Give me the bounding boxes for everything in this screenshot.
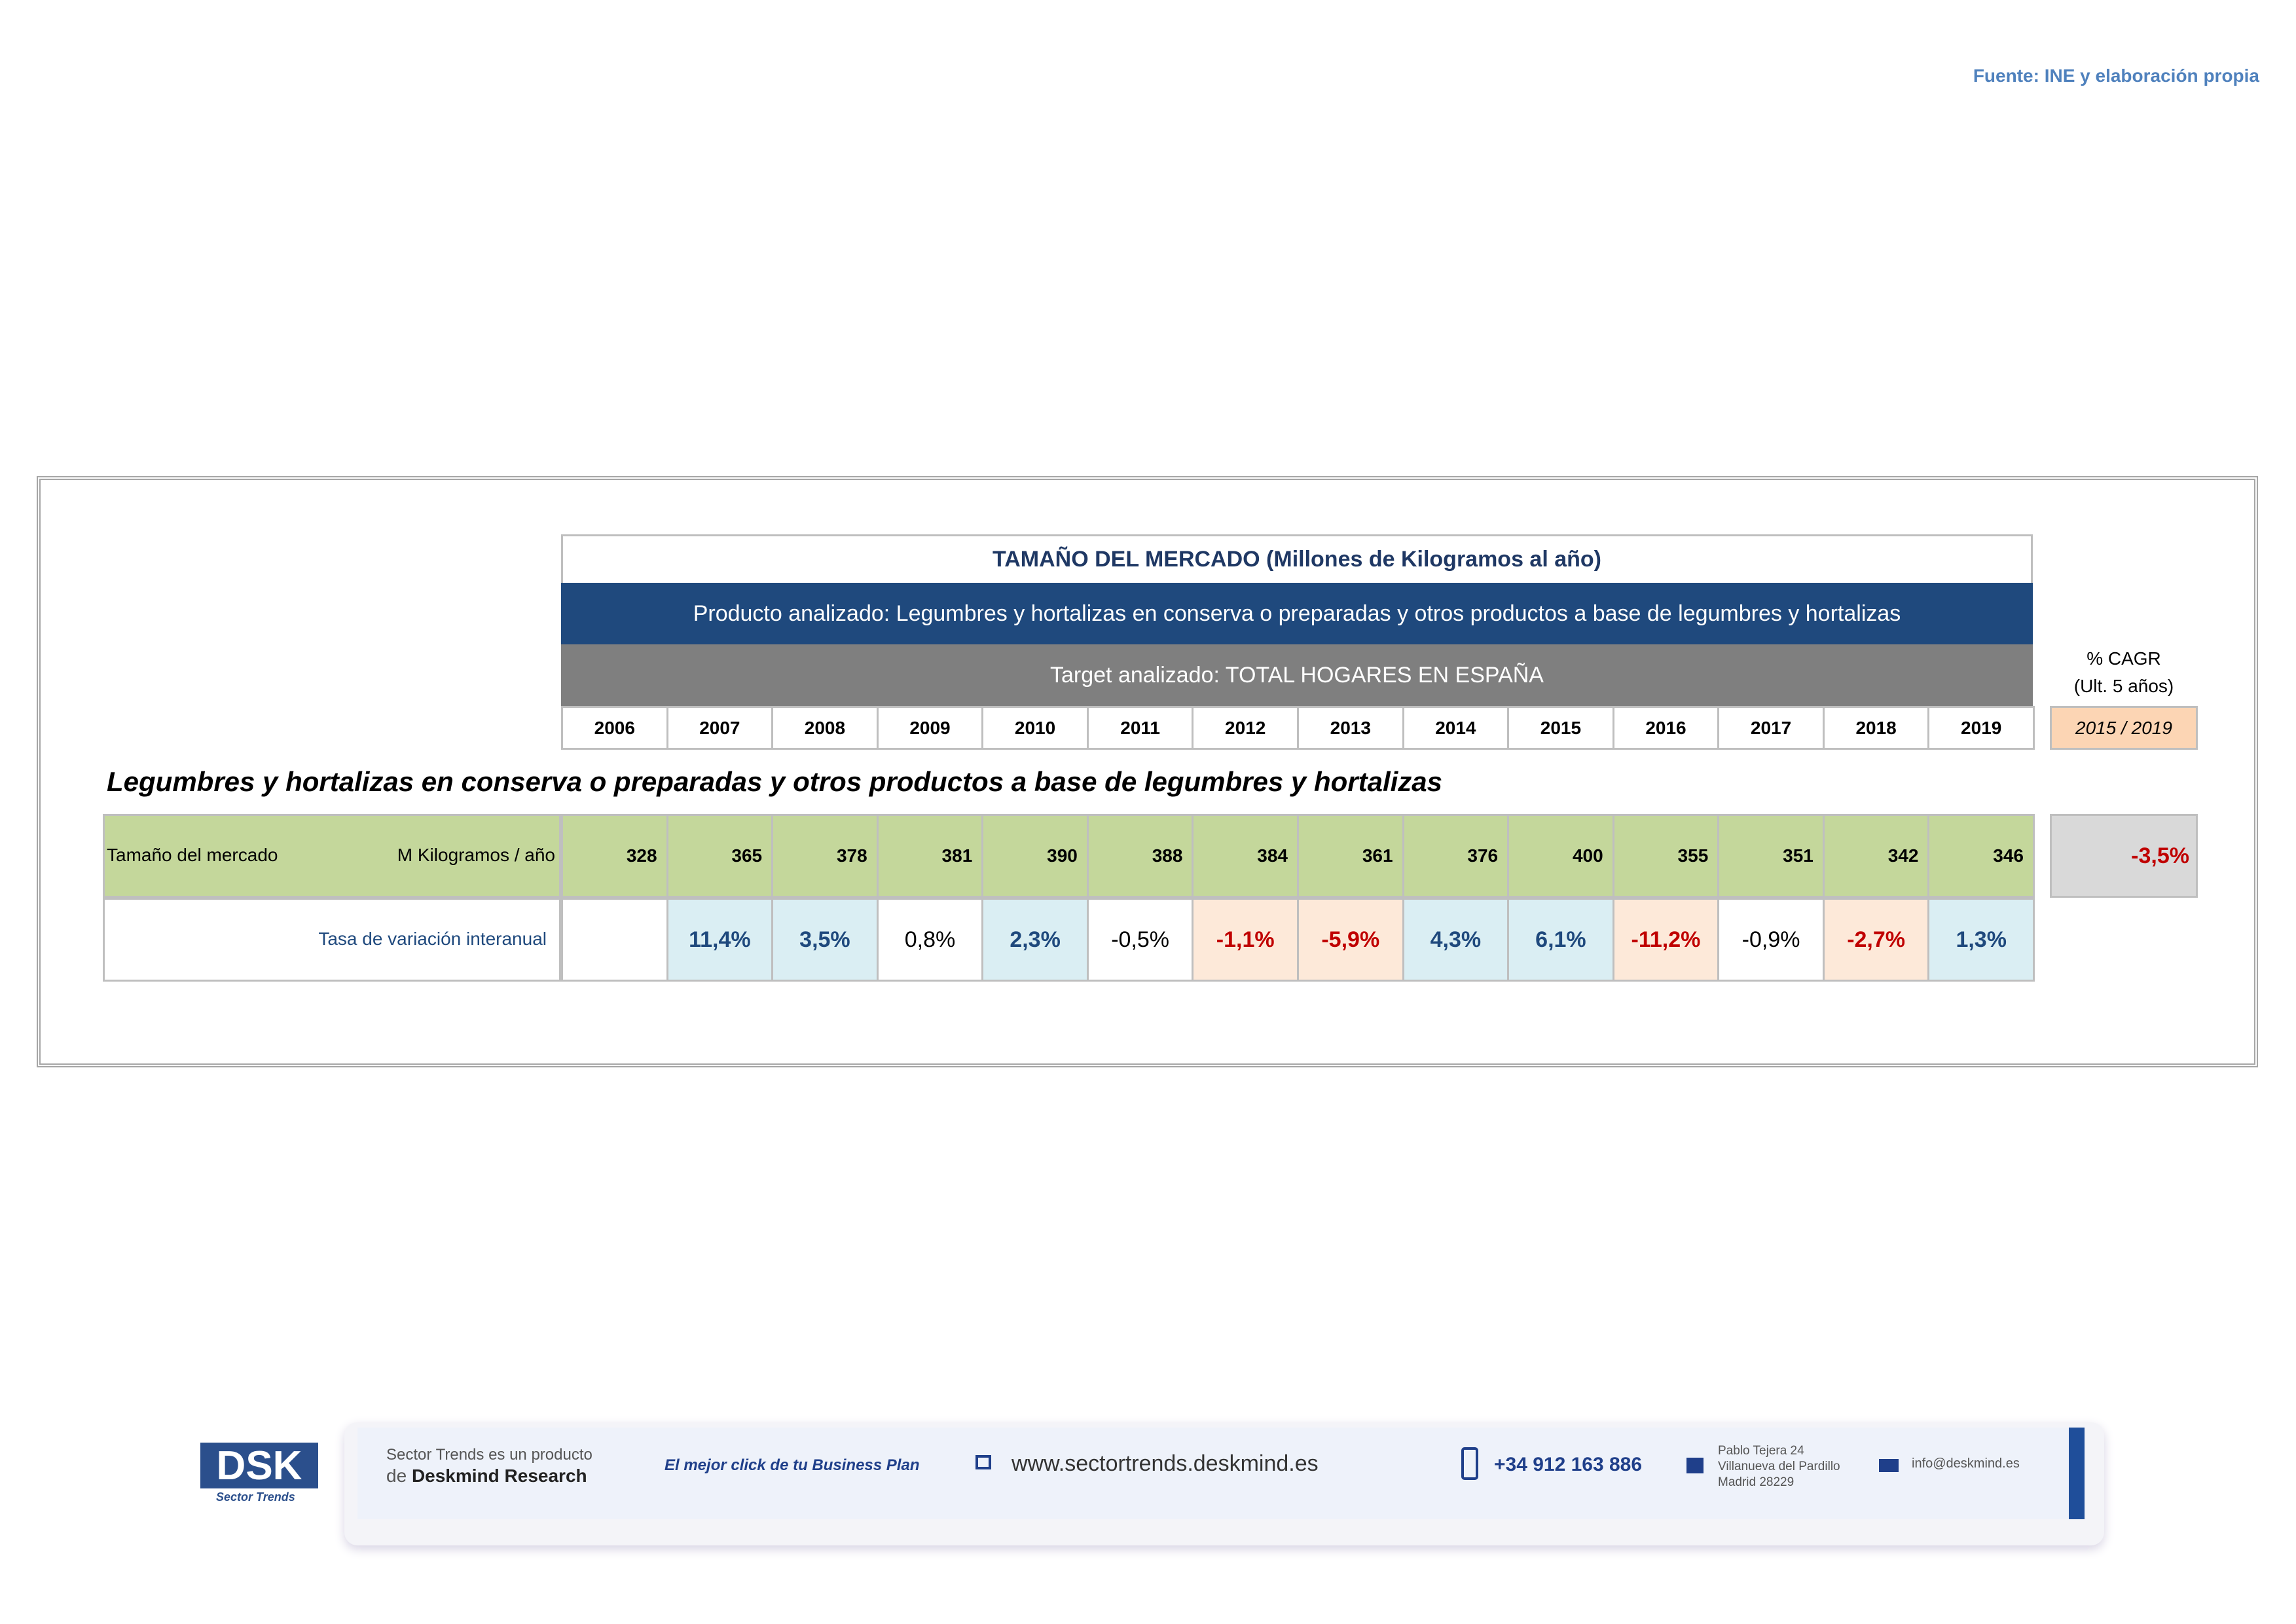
market-value: 346	[1927, 814, 2035, 898]
year-header: 2018	[1822, 706, 1930, 750]
home-icon	[1686, 1458, 1704, 1473]
footer-accent	[2069, 1428, 2085, 1519]
product-row: Producto analizado: Legumbres y hortaliz…	[561, 583, 2033, 644]
phone-icon	[1461, 1447, 1478, 1480]
year-header: 2006	[561, 706, 668, 750]
market-value: 328	[561, 814, 668, 898]
year-header: 2014	[1402, 706, 1510, 750]
variation-label-cell	[103, 898, 561, 982]
variation-value: 1,3%	[1927, 898, 2035, 982]
market-value: 400	[1507, 814, 1614, 898]
variation-label: Tasa de variación interanual	[318, 929, 547, 949]
market-value: 365	[666, 814, 774, 898]
year-header: 2007	[666, 706, 774, 750]
market-value: 351	[1717, 814, 1825, 898]
variation-value: 11,4%	[666, 898, 774, 982]
market-value: 355	[1612, 814, 1720, 898]
footer-line1: Sector Trends es un producto	[386, 1446, 592, 1464]
market-value: 378	[771, 814, 879, 898]
market-value: 342	[1822, 814, 1930, 898]
year-header: 2019	[1927, 706, 2035, 750]
market-label-cell	[103, 814, 561, 898]
section-title: Legumbres y hortalizas en conserva o pre…	[107, 766, 1442, 797]
cagr-header: % CAGR	[2086, 648, 2161, 669]
frame	[37, 476, 2258, 1067]
variation-value: 6,1%	[1507, 898, 1614, 982]
variation-value: -11,2%	[1612, 898, 1720, 982]
variation-value: -0,9%	[1717, 898, 1825, 982]
target-row: Target analizado: TOTAL HOGARES EN ESPAÑ…	[561, 644, 2033, 706]
market-value: 381	[876, 814, 984, 898]
table-title: TAMAÑO DEL MERCADO (Millones de Kilogram…	[561, 534, 2033, 583]
market-value: 390	[981, 814, 1089, 898]
footer-inner	[357, 1428, 2073, 1519]
footer-brand: Deskmind Research	[411, 1466, 587, 1486]
market-unit: M Kilogramos / año	[397, 845, 555, 865]
year-header: 2011	[1086, 706, 1194, 750]
email: info@deskmind.es	[1912, 1456, 2020, 1471]
address-line: Madrid 28229	[1718, 1475, 1795, 1489]
web-icon	[975, 1455, 991, 1469]
variation-value: -2,7%	[1822, 898, 1930, 982]
variation-value: -1,1%	[1192, 898, 1299, 982]
source: Fuente: INE y elaboración propia	[1973, 65, 2259, 86]
market-value: 361	[1297, 814, 1404, 898]
cagr-period: 2015 / 2019	[2050, 706, 2198, 750]
variation-value: -0,5%	[1086, 898, 1194, 982]
address: Pablo Tejera 24 Villanueva del Pardillo …	[1718, 1443, 1840, 1490]
year-header: 2012	[1192, 706, 1299, 750]
variation-value: 3,5%	[771, 898, 879, 982]
year-header: 2010	[981, 706, 1089, 750]
year-header: 2015	[1507, 706, 1614, 750]
market-value: 388	[1086, 814, 1194, 898]
phone: +34 912 163 886	[1494, 1454, 1643, 1475]
variation-value	[561, 898, 668, 982]
variation-value: 0,8%	[876, 898, 984, 982]
address-line: Villanueva del Pardillo	[1718, 1460, 1840, 1473]
variation-value: 2,3%	[981, 898, 1089, 982]
market-label: Tamaño del mercado	[107, 845, 278, 865]
year-header: 2013	[1297, 706, 1404, 750]
market-value: 376	[1402, 814, 1510, 898]
slogan: El mejor click de tu Business Plan	[665, 1456, 920, 1474]
year-header: 2016	[1612, 706, 1720, 750]
logo: DSK	[200, 1443, 318, 1488]
market-value: 384	[1192, 814, 1299, 898]
cagr-header: (Ult. 5 años)	[2073, 676, 2174, 696]
footer-line2: de Deskmind Research	[386, 1466, 587, 1486]
mail-icon	[1879, 1459, 1899, 1472]
web: www.sectortrends.deskmind.es	[1011, 1451, 1319, 1476]
year-header: 2009	[876, 706, 984, 750]
footer-line2-prefix: de	[386, 1466, 407, 1486]
year-header: 2017	[1717, 706, 1825, 750]
cagr-value: -3,5%	[2050, 814, 2198, 898]
logo-sub: Sector Trends	[216, 1490, 295, 1504]
variation-value: 4,3%	[1402, 898, 1510, 982]
address-line: Pablo Tejera 24	[1718, 1444, 1804, 1458]
variation-value: -5,9%	[1297, 898, 1404, 982]
year-header: 2008	[771, 706, 879, 750]
